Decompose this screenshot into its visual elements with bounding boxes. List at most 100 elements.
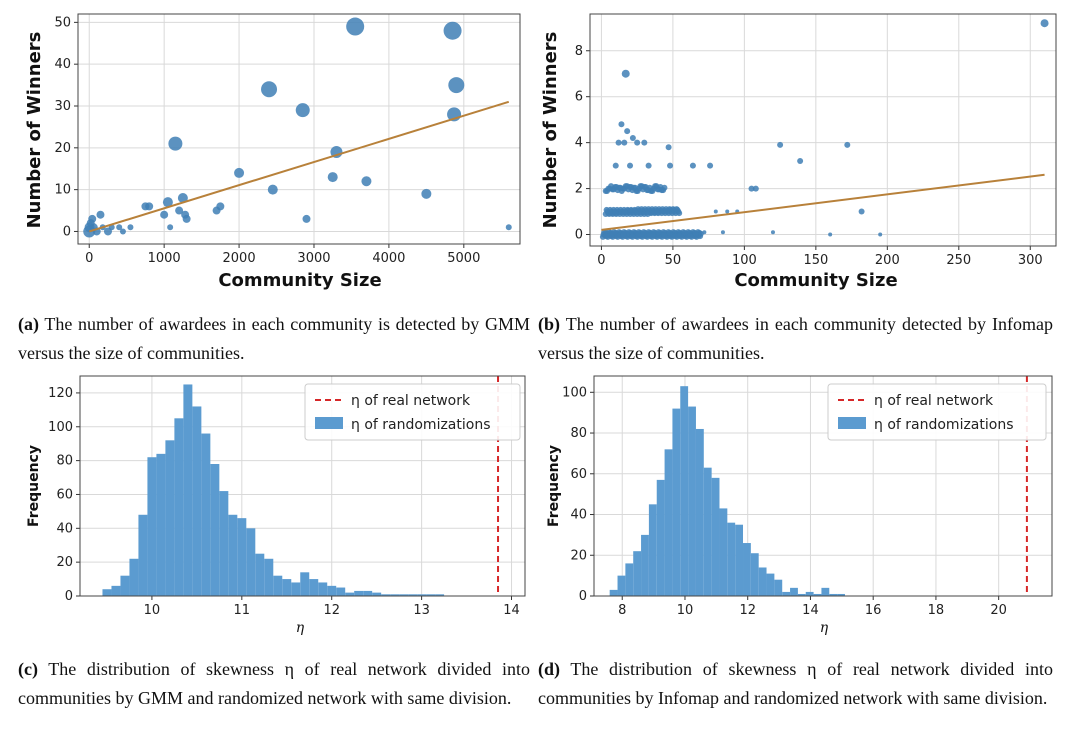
y-tick-label: 120 bbox=[48, 386, 73, 401]
scatter-point bbox=[327, 172, 338, 183]
histogram-bar bbox=[300, 572, 310, 596]
histogram-bar bbox=[743, 543, 751, 596]
histogram-bar bbox=[120, 575, 130, 596]
caption-a-text: The number of awardees in each community… bbox=[18, 314, 530, 363]
scatter-point bbox=[627, 162, 634, 169]
scatter-point bbox=[167, 224, 174, 231]
scatter-point bbox=[654, 209, 661, 216]
histogram-bar bbox=[790, 587, 798, 596]
x-tick-label: 12 bbox=[323, 603, 340, 618]
scatter-point bbox=[645, 162, 652, 169]
figure-panel-a: 0 1000 2000 3000 4000 5000 0 10 20 30 40 50 Communit… bbox=[0, 0, 530, 296]
caption-b: (b) The number of awardees in each commu… bbox=[538, 310, 1053, 368]
histogram-bar bbox=[354, 590, 364, 596]
y-axis-label: Frequency bbox=[26, 445, 42, 527]
scatter-point bbox=[168, 136, 183, 151]
histogram-bar bbox=[609, 589, 618, 596]
scatter-point bbox=[667, 162, 674, 169]
x-tick-label: 13 bbox=[413, 603, 430, 618]
plot-frame bbox=[79, 375, 526, 597]
scatter-point bbox=[844, 141, 851, 148]
histogram-bar bbox=[426, 594, 436, 596]
histogram-bar bbox=[147, 457, 157, 596]
x-tick-label: 4000 bbox=[372, 251, 405, 266]
scatter-point bbox=[661, 232, 668, 239]
x-tick-label: 100 bbox=[732, 253, 757, 268]
scatter-point bbox=[621, 139, 628, 146]
histogram-bar bbox=[417, 594, 427, 596]
x-tick-label: 0 bbox=[85, 251, 93, 266]
scatter-point bbox=[177, 193, 188, 203]
scatter-point bbox=[702, 230, 707, 235]
chart-a-svg: 0 1000 2000 3000 4000 5000 0 10 20 30 40 50 Communit… bbox=[24, 13, 521, 291]
histogram-bar bbox=[282, 579, 292, 596]
histogram-bar bbox=[625, 563, 634, 596]
scatter-point bbox=[606, 185, 613, 192]
scatter-point bbox=[613, 183, 620, 190]
scatter-point bbox=[645, 187, 652, 194]
histogram-bar bbox=[719, 508, 728, 596]
scatter-point bbox=[629, 135, 636, 142]
scatter-point bbox=[629, 233, 636, 240]
plot-frame bbox=[593, 375, 1053, 597]
x-tick-label: 0 bbox=[597, 253, 605, 268]
scatter-point bbox=[752, 185, 759, 192]
histogram-bar bbox=[829, 593, 838, 596]
histogram-bar bbox=[228, 514, 238, 596]
scatter-point bbox=[614, 233, 621, 240]
y-tick-label: 30 bbox=[54, 99, 71, 114]
scatter-point bbox=[261, 81, 278, 98]
histogram-bar bbox=[264, 558, 274, 596]
histogram-bar bbox=[381, 594, 391, 596]
scatter-point bbox=[160, 210, 169, 219]
x-tick-label: 10 bbox=[677, 603, 694, 618]
caption-c-text: The distribution of skewness η of real n… bbox=[18, 659, 530, 708]
scatter-point bbox=[646, 232, 653, 239]
histogram-bar bbox=[219, 491, 229, 596]
histogram-bar bbox=[711, 477, 720, 596]
histogram-bar bbox=[735, 524, 744, 596]
y-tick-label: 60 bbox=[56, 487, 73, 502]
histogram-bar bbox=[641, 534, 649, 596]
histogram-bar bbox=[246, 528, 256, 596]
histogram-bar bbox=[336, 587, 346, 596]
y-tick-label: 0 bbox=[575, 228, 583, 243]
scatter-point bbox=[663, 207, 670, 214]
scatter-point bbox=[858, 208, 865, 215]
caption-b-text: The number of awardees in each community… bbox=[538, 314, 1053, 363]
scatter-point bbox=[655, 229, 662, 236]
scatter-point bbox=[665, 144, 672, 151]
scatter-point bbox=[448, 77, 465, 94]
x-tick-label: 18 bbox=[928, 603, 945, 618]
y-tick-label: 20 bbox=[570, 548, 587, 563]
histogram-bar bbox=[363, 590, 373, 596]
histogram-bar bbox=[273, 575, 283, 596]
legend-swatch-random bbox=[838, 417, 866, 429]
legend-label-real: η of real network bbox=[351, 393, 471, 409]
y-tick-label: 80 bbox=[56, 454, 73, 469]
caption-d: (d) The distribution of skewness η of re… bbox=[538, 655, 1053, 713]
histogram-bar bbox=[291, 582, 301, 596]
x-tick-label: 11 bbox=[234, 603, 251, 618]
histogram-bar bbox=[664, 449, 673, 596]
histogram-bar bbox=[102, 589, 112, 596]
scatter-point bbox=[88, 214, 97, 223]
x-axis-label: η bbox=[296, 620, 305, 636]
scatter-point bbox=[777, 141, 784, 148]
x-tick-label: 2000 bbox=[223, 251, 256, 266]
scatter-point bbox=[1040, 19, 1049, 28]
x-tick-label: 20 bbox=[990, 603, 1007, 618]
histogram-bar bbox=[309, 579, 319, 596]
y-axis-label: Number of Winners bbox=[540, 32, 561, 229]
y-tick-label: 0 bbox=[65, 589, 73, 604]
scatter-point bbox=[644, 210, 651, 217]
histogram-bar bbox=[138, 514, 148, 596]
caption-a-tag: (a) bbox=[18, 314, 39, 334]
scatter-point bbox=[609, 230, 616, 237]
scatter-point bbox=[707, 162, 714, 169]
x-tick-label: 5000 bbox=[447, 251, 480, 266]
scatter-point bbox=[666, 229, 673, 236]
x-tick-label: 200 bbox=[875, 253, 900, 268]
x-tick-label: 50 bbox=[665, 253, 682, 268]
caption-d-tag: (d) bbox=[538, 659, 560, 679]
